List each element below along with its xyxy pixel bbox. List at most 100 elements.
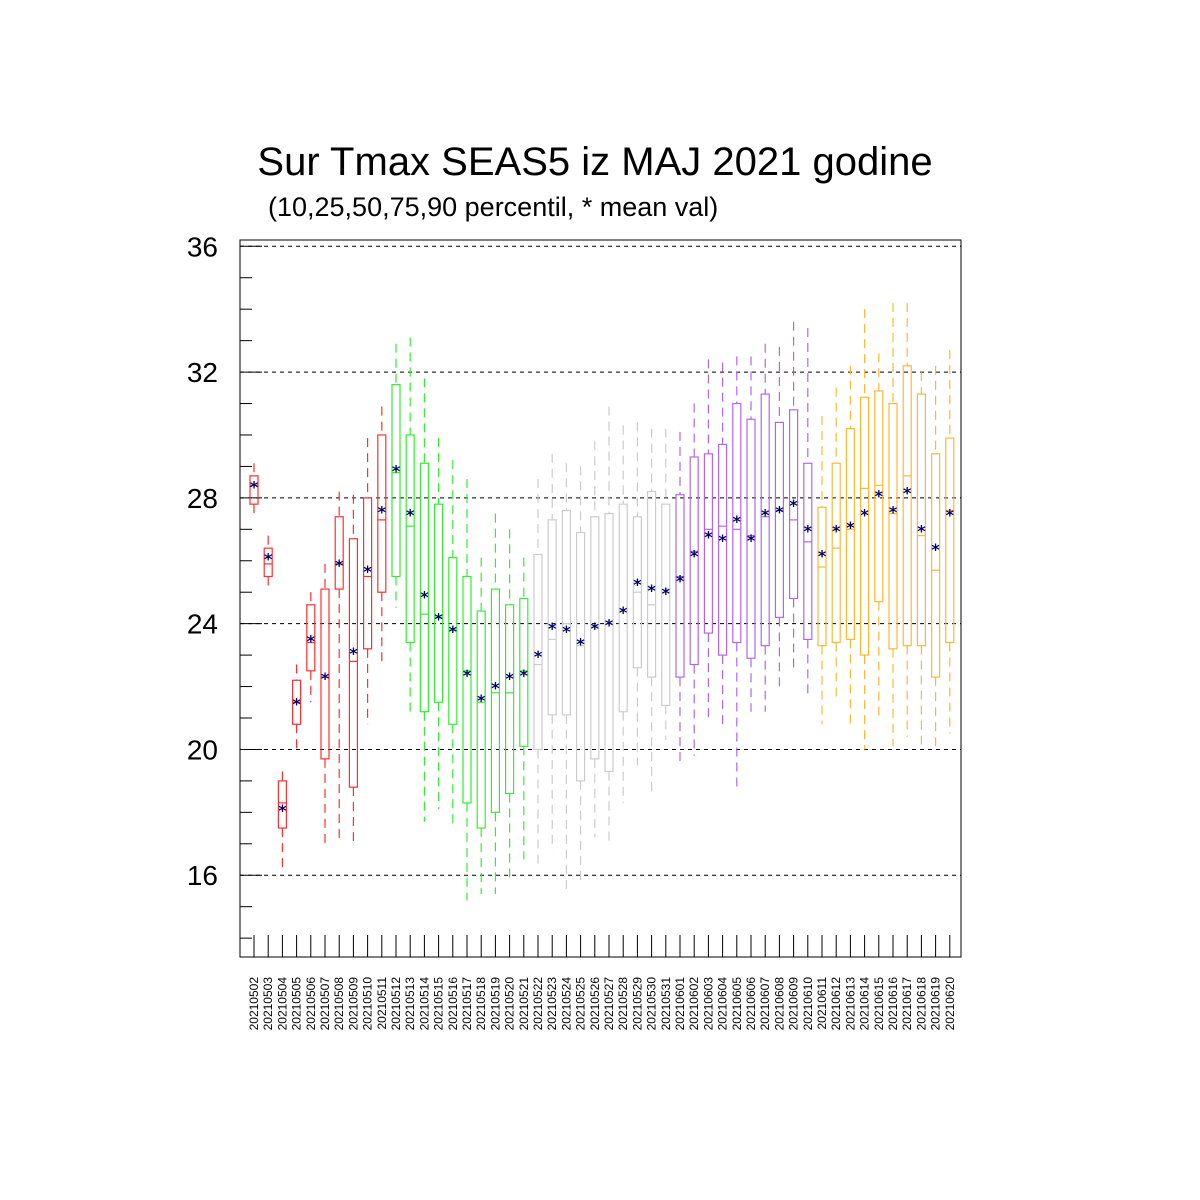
- mean-marker: *: [420, 587, 429, 606]
- mean-marker: *: [931, 540, 940, 559]
- box: [533, 553, 543, 751]
- mean-marker: *: [321, 669, 330, 688]
- mean-marker: *: [491, 679, 500, 698]
- x-tick-label: 20210522: [531, 977, 545, 1031]
- x-tick-label: 20210614: [858, 977, 872, 1031]
- box: [703, 453, 714, 634]
- x-tick-label: 20210517: [460, 977, 474, 1031]
- x-tick-label: 20210507: [318, 977, 332, 1031]
- x-tick-label: 20210523: [545, 977, 559, 1031]
- x-tick-label: 20210611: [815, 977, 829, 1030]
- box: [803, 462, 813, 640]
- x-tick-label: 20210610: [801, 977, 815, 1031]
- box: [689, 456, 699, 666]
- box: [348, 538, 358, 788]
- mean-marker: *: [591, 619, 600, 638]
- mean-marker: *: [704, 528, 713, 547]
- mean-marker: *: [307, 631, 316, 650]
- mean-marker: *: [392, 462, 401, 481]
- mean-marker: *: [747, 531, 756, 550]
- y-tick-label: 16: [187, 860, 218, 891]
- mean-marker: *: [463, 666, 472, 685]
- x-tick-label: 20210608: [772, 977, 786, 1031]
- x-tick-label: 20210605: [730, 977, 744, 1031]
- y-tick-label: 32: [187, 357, 218, 388]
- x-tick-label: 20210512: [389, 977, 403, 1031]
- mean-marker: *: [775, 502, 784, 521]
- x-tick-label: 20210526: [588, 977, 602, 1031]
- x-tick-label: 20210502: [247, 977, 261, 1031]
- mean-marker: *: [903, 484, 912, 503]
- mean-marker: *: [946, 506, 955, 525]
- mean-marker: *: [548, 619, 557, 638]
- box: [675, 494, 685, 678]
- mean-marker: *: [804, 521, 813, 540]
- box: [717, 443, 728, 656]
- box: [817, 506, 827, 647]
- x-tick-label: 20210515: [432, 977, 446, 1031]
- box: [788, 409, 799, 600]
- box: [561, 509, 572, 716]
- mean-marker: *: [662, 584, 671, 603]
- mean-marker: *: [832, 521, 841, 540]
- mean-marker: *: [633, 575, 642, 594]
- mean-marker: *: [690, 546, 699, 565]
- x-tick-label: 20210601: [673, 977, 687, 1031]
- box: [519, 597, 529, 747]
- box: [845, 428, 856, 640]
- box: [391, 384, 401, 578]
- x-tick-label: 20210618: [914, 977, 928, 1031]
- box: [419, 462, 429, 713]
- x-tick-label: 20210529: [630, 977, 644, 1031]
- x-tick-label: 20210514: [417, 977, 431, 1031]
- y-tick-label: 24: [187, 609, 218, 640]
- box: [334, 516, 344, 590]
- x-tick-label: 20210521: [517, 977, 531, 1031]
- mean-marker: *: [860, 506, 869, 525]
- box: [363, 497, 373, 650]
- mean-marker: *: [818, 546, 827, 565]
- box: [930, 453, 941, 678]
- mean-marker: *: [619, 603, 628, 622]
- x-tick-label: 20210606: [744, 977, 758, 1031]
- x-tick-label: 20210510: [361, 977, 375, 1031]
- box: [902, 365, 912, 647]
- box: [490, 588, 500, 813]
- box: [646, 490, 657, 678]
- x-tick-label: 20210617: [900, 977, 914, 1031]
- chart-title: Sur Tmax SEAS5 iz MAJ 2021 godine: [257, 140, 933, 184]
- mean-marker: *: [292, 694, 301, 713]
- x-tick-label: 20210616: [886, 977, 900, 1031]
- x-tick-label: 20210604: [716, 977, 730, 1031]
- mean-marker: *: [761, 506, 770, 525]
- box: [661, 503, 671, 707]
- mean-marker: *: [505, 669, 514, 688]
- y-tick-label: 36: [187, 231, 218, 262]
- box: [434, 503, 444, 703]
- mean-marker: *: [278, 801, 287, 820]
- box: [945, 437, 955, 644]
- mean-marker: *: [576, 635, 585, 654]
- x-tick-label: 20210511: [375, 977, 389, 1030]
- box: [306, 604, 316, 672]
- x-tick-label: 20210613: [843, 977, 857, 1031]
- box: [590, 516, 600, 760]
- x-tick-label: 20210620: [943, 977, 957, 1031]
- mean-marker: *: [647, 581, 656, 600]
- x-tick-label: 20210619: [929, 977, 943, 1031]
- box: [476, 610, 486, 829]
- x-tick-label: 20210518: [474, 977, 488, 1031]
- box: [377, 434, 387, 593]
- mean-marker: *: [434, 609, 443, 628]
- box: [732, 402, 742, 644]
- box: [874, 390, 884, 603]
- mean-marker: *: [718, 531, 727, 550]
- box: [618, 503, 628, 713]
- y-tick-label: 20: [187, 734, 218, 765]
- box: [505, 604, 515, 795]
- mean-marker: *: [789, 496, 798, 515]
- box: [774, 421, 785, 618]
- mean-marker: *: [605, 616, 614, 635]
- mean-marker: *: [733, 512, 742, 531]
